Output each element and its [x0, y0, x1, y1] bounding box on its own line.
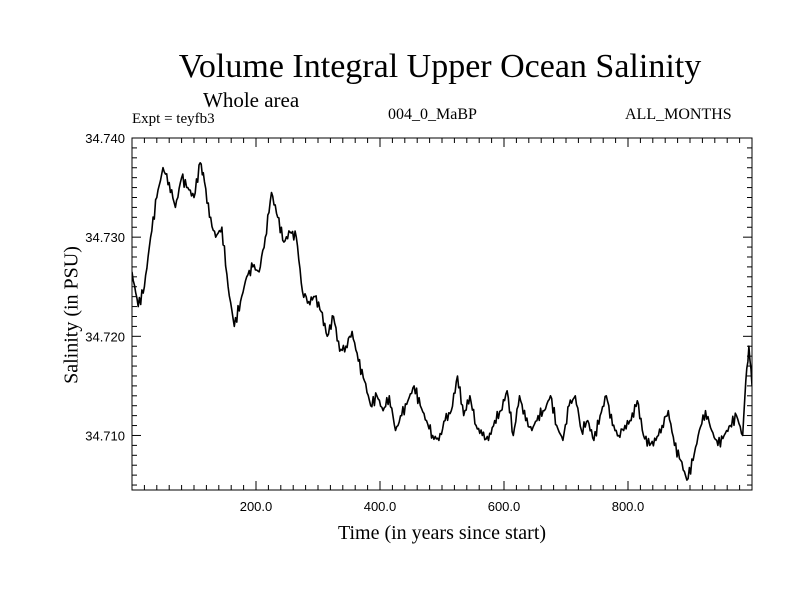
salinity-series-line	[132, 162, 752, 481]
y-tick-label: 34.740	[85, 131, 125, 146]
x-tick-label: 600.0	[488, 499, 521, 514]
x-tick-label: 400.0	[364, 499, 397, 514]
y-tick-label: 34.710	[85, 428, 125, 443]
chart-title: Volume Integral Upper Ocean Salinity	[178, 48, 702, 85]
x-axis-label: Time (in years since start)	[337, 522, 547, 544]
experiment-label: Expt = teyfb3	[132, 111, 215, 127]
y-tick-label: 34.720	[85, 329, 125, 344]
x-tick-label: 800.0	[612, 499, 645, 514]
y-tick-label: 34.730	[85, 230, 125, 245]
period-label: 004_0_MaBP	[388, 106, 477, 123]
chart-subtitle: Whole area	[203, 88, 300, 112]
y-axis-label: Salinity (in PSU)	[60, 246, 83, 384]
months-label: ALL_MONTHS	[625, 106, 732, 123]
plot-frame	[131, 137, 753, 491]
x-tick-label: 200.0	[240, 499, 273, 514]
